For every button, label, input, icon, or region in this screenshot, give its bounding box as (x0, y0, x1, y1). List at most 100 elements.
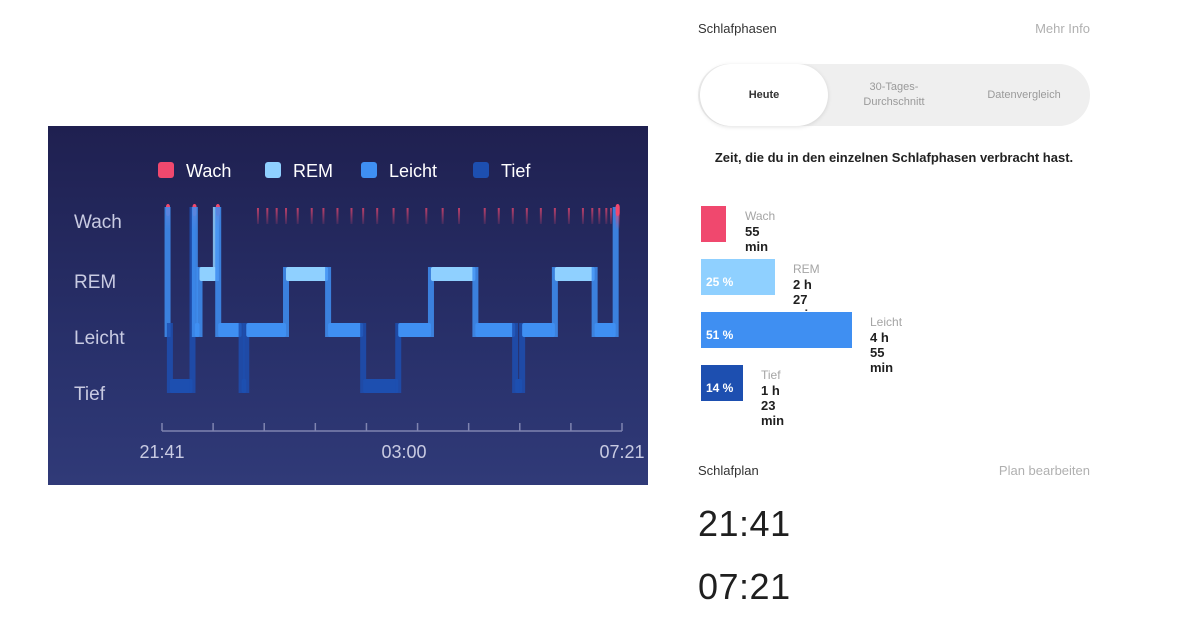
awake-tick (525, 208, 528, 224)
awake-tick (296, 208, 299, 224)
hypnogram-transition (427, 267, 434, 337)
awake-tick (591, 208, 594, 224)
hypnogram-segment-leicht (522, 323, 555, 337)
awake-tick (362, 208, 365, 224)
tab-heute-label: Heute (748, 88, 780, 101)
hypnogram-segment-leicht (594, 323, 616, 337)
hypnogram-segment-leicht (398, 323, 431, 337)
awake-tick (406, 208, 409, 224)
section-title-schlafplan: Schlafplan (698, 463, 759, 478)
stage-bar-leicht: 51 % (701, 312, 852, 348)
stage-name-tief: Tief (761, 368, 781, 382)
awake-tick (285, 208, 288, 224)
stage-name-leicht: Leicht (870, 315, 903, 329)
hypnogram-segment-leicht (246, 323, 287, 337)
wake-time-value: 07:21 (698, 566, 791, 607)
stage-percent-rem: 25 % (706, 275, 734, 289)
hypnogram-transition (283, 267, 290, 337)
hypnogram-segment-rem (199, 267, 216, 281)
legend-label-rem: REM (293, 161, 333, 181)
hypnogram-transition (238, 323, 245, 393)
awake-tick (256, 208, 259, 224)
awake-tick (605, 208, 608, 224)
hypnogram-transition (395, 323, 402, 393)
awake-tick (609, 208, 612, 224)
awake-tick (392, 208, 395, 224)
y-label-leicht: Leicht (74, 328, 125, 349)
plan-bearbeiten-link[interactable]: Plan bearbeiten (998, 463, 1090, 478)
hypnogram-transition (612, 207, 619, 337)
hypnogram-segment-rem (430, 267, 476, 281)
hypnogram-svg: Wach REM Leicht Tief Wach REM Leicht Tief 21:4… (74, 161, 645, 462)
section-title-schlafphasen: Schlafphasen (698, 21, 777, 36)
x-label-0: 21:41 (139, 442, 184, 462)
legend-label-tief: Tief (501, 161, 531, 181)
awake-tick (275, 208, 278, 224)
awake-tick (322, 208, 325, 224)
awake-tick (441, 208, 444, 224)
tab-heute[interactable]: Heute (700, 64, 828, 126)
tab-30-tages-durchschnitt[interactable]: 30-Tages- Durchschnitt (830, 64, 958, 126)
y-label-rem: REM (74, 272, 116, 293)
awake-tick (497, 208, 500, 224)
hypnogram-segment-leicht (218, 323, 242, 337)
stage-duration-tief: 1 h 23 min (761, 383, 785, 428)
y-label-tief: Tief (74, 384, 106, 405)
x-label-2: 07:21 (599, 442, 644, 462)
tab-datenvergleich[interactable]: Datenvergleich (960, 64, 1088, 126)
hypnogram-transition (591, 267, 598, 337)
hypnogram-transition (512, 323, 519, 393)
legend-swatch-rem (265, 162, 281, 178)
tab-datenvergleich-label: Datenvergleich (987, 88, 1061, 101)
stage-duration-leicht: 4 h 55 min (870, 330, 894, 375)
hypnogram-transition (191, 207, 198, 337)
hypnogram-transition (243, 323, 250, 393)
awake-tick (553, 208, 556, 224)
sleep-stage-chart: Wach REM Leicht Tief Wach REM Leicht Tief 21:4… (48, 126, 648, 485)
period-tab-bar: Heute 30-Tages- Durchschnitt Datenvergle… (698, 64, 1090, 126)
hypnogram-segment-tief (363, 379, 399, 393)
stage-bar-rem: 25 % (701, 259, 775, 295)
legend-swatch-tief (473, 162, 489, 178)
hypnogram-segment-tief (169, 379, 193, 393)
awake-tick (336, 208, 339, 224)
stage-percent-tief: 14 % (706, 381, 734, 395)
hypnogram-transition (360, 323, 367, 393)
hypnogram-transition (196, 267, 203, 337)
stage-name-wach: Wach (745, 209, 776, 223)
awake-tick (598, 208, 601, 224)
awake-tick (458, 208, 461, 224)
awake-tick (567, 208, 570, 224)
stages-description: Zeit, die du in den einzelnen Schlafphas… (714, 150, 1074, 165)
legend-swatch-wach (158, 162, 174, 178)
awake-tick (376, 208, 379, 224)
hypnogram-transition (519, 323, 526, 393)
awake-tick (483, 208, 486, 224)
hypnogram-transition (325, 267, 332, 337)
hypnogram-transition (164, 207, 171, 337)
legend-swatch-leicht (361, 162, 377, 178)
hypnogram-segment-rem (554, 267, 595, 281)
hypnogram-transition (551, 267, 558, 337)
hypnogram-segment-rem (286, 267, 329, 281)
y-label-wach: Wach (74, 212, 122, 233)
hypnogram-segment-wach-cap (615, 204, 620, 216)
awake-tick (425, 208, 428, 224)
legend-label-leicht: Leicht (389, 161, 437, 181)
stage-name-rem: REM (793, 262, 820, 276)
awake-tick (266, 208, 269, 224)
stage-percent-leicht: 51 % (706, 328, 734, 342)
awake-tick (350, 208, 353, 224)
tab-30-tages-label: 30-Tages- Durchschnitt (863, 81, 925, 108)
mehr-info-link[interactable]: Mehr Info (1035, 21, 1090, 36)
awake-tick (581, 208, 584, 224)
legend-label-wach: Wach (186, 161, 231, 181)
stage-bar-tief: 14 % (701, 365, 743, 401)
stage-duration-wach: 55 min (745, 224, 769, 254)
hypnogram-transition (472, 267, 479, 337)
hypnogram-segment-leicht (475, 323, 516, 337)
hypnogram-segment-leicht (328, 323, 364, 337)
hypnogram-transition (215, 207, 222, 337)
awake-tick (511, 208, 514, 224)
bedtime-value: 21:41 (698, 503, 791, 544)
